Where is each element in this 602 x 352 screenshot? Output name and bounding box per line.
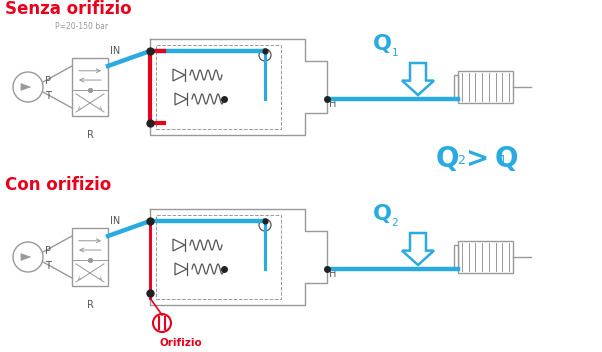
Text: Orifizio: Orifizio	[159, 338, 202, 348]
Text: R: R	[87, 300, 94, 310]
Bar	[454, 75, 458, 99]
Text: IN: IN	[110, 216, 120, 226]
Text: $\mathbf{Q}$: $\mathbf{Q}$	[435, 144, 459, 173]
Text: H: H	[329, 99, 337, 109]
Text: T: T	[45, 91, 51, 101]
Bar	[156, 215, 281, 299]
Text: $\mathbf{Q}$: $\mathbf{Q}$	[372, 32, 392, 55]
Text: $\mathbf{>Q}$: $\mathbf{>Q}$	[460, 144, 518, 173]
Bar	[458, 241, 513, 273]
Text: T: T	[45, 261, 51, 271]
Text: R: R	[87, 130, 94, 140]
Bar	[72, 58, 108, 116]
Text: $_1$: $_1$	[498, 149, 507, 167]
Text: Con orifizio: Con orifizio	[5, 176, 111, 194]
Text: P=20-150 bar: P=20-150 bar	[55, 22, 108, 31]
Text: IN: IN	[110, 46, 120, 56]
Bar	[458, 71, 513, 103]
Text: P: P	[45, 246, 51, 256]
Text: H: H	[329, 269, 337, 279]
Polygon shape	[21, 84, 31, 90]
Bar	[454, 245, 458, 269]
Text: P: P	[45, 76, 51, 86]
Text: $_2$: $_2$	[457, 149, 466, 167]
Bar	[156, 45, 281, 129]
Text: $_{2}$: $_{2}$	[391, 214, 399, 229]
Text: Senza orifizio: Senza orifizio	[5, 0, 132, 18]
Text: $\mathbf{Q}$: $\mathbf{Q}$	[372, 202, 392, 225]
Polygon shape	[21, 254, 31, 260]
Text: $_{1}$: $_{1}$	[391, 44, 399, 59]
Bar	[72, 228, 108, 286]
